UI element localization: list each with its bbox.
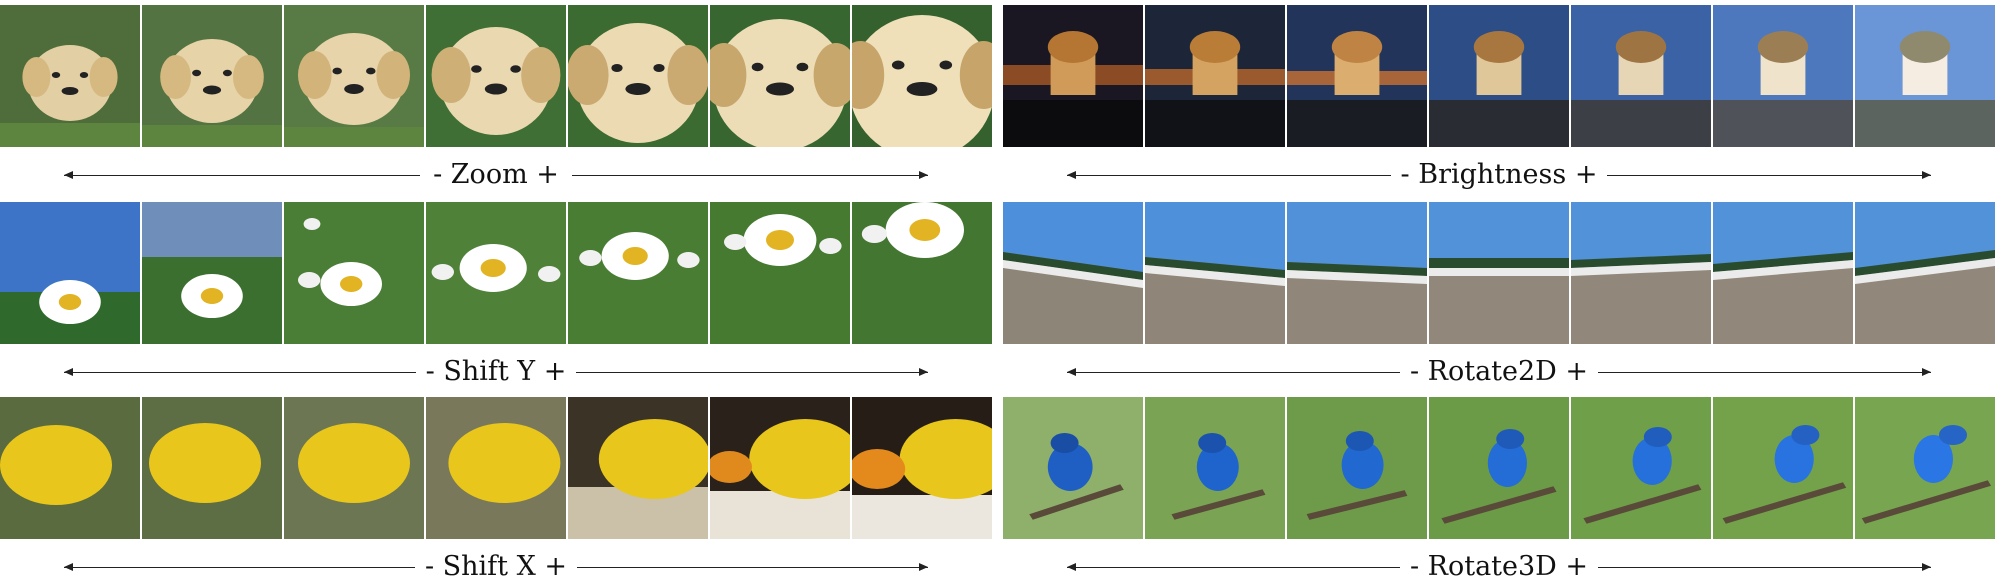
image-strip-brightness xyxy=(1003,5,1995,147)
frame-lemon-7 xyxy=(852,397,992,539)
frame-bird-3 xyxy=(1287,397,1427,539)
arrow-right-icon xyxy=(919,368,928,376)
rotate3d-label: - Rotate3D + xyxy=(1003,551,1995,582)
panel-zoom: - Zoom + xyxy=(0,5,992,190)
frame-building-1 xyxy=(1003,5,1143,147)
frame-daisy-6 xyxy=(710,202,850,344)
frame-beach-4 xyxy=(1429,202,1569,344)
frame-lemon-3 xyxy=(284,397,424,539)
zoom-axis: - Zoom + xyxy=(0,159,992,190)
arrow-left-icon xyxy=(1067,171,1076,179)
rotate3d-axis: - Rotate3D + xyxy=(1003,551,1995,582)
rotate2d-axis: - Rotate2D + xyxy=(1003,356,1995,387)
frame-lemon-5 xyxy=(568,397,708,539)
frame-beach-2 xyxy=(1145,202,1285,344)
axis-line-left xyxy=(64,175,420,176)
axis-line-right xyxy=(1575,175,1931,176)
frame-daisy-5 xyxy=(568,202,708,344)
panel-brightness: - Brightness + xyxy=(1003,5,1995,190)
panel-rotate3d: - Rotate3D + xyxy=(1003,397,1995,582)
frame-dog-2 xyxy=(142,5,282,147)
frame-bird-7 xyxy=(1855,397,1995,539)
frame-daisy-7 xyxy=(852,202,992,344)
frame-dog-6 xyxy=(710,5,850,147)
arrow-left-icon xyxy=(64,563,73,571)
frame-beach-7 xyxy=(1855,202,1995,344)
axis-line-left xyxy=(1067,372,1423,373)
shift-x-label: - Shift X + xyxy=(0,551,992,582)
frame-dog-7 xyxy=(852,5,992,147)
panel-shift-x: - Shift X + xyxy=(0,397,992,582)
frame-dog-4 xyxy=(426,5,566,147)
panel-shift-y: - Shift Y + xyxy=(0,202,992,387)
image-strip-rotate2d xyxy=(1003,202,1995,344)
shift-y-label: - Shift Y + xyxy=(0,356,992,387)
arrow-right-icon xyxy=(919,171,928,179)
arrow-right-icon xyxy=(919,563,928,571)
frame-building-2 xyxy=(1145,5,1285,147)
axis-line-left xyxy=(1067,567,1423,568)
frame-bird-2 xyxy=(1145,397,1285,539)
panel-rotate2d: - Rotate2D + xyxy=(1003,202,1995,387)
frame-lemon-6 xyxy=(710,397,850,539)
frame-beach-3 xyxy=(1287,202,1427,344)
frame-daisy-4 xyxy=(426,202,566,344)
frame-daisy-1 xyxy=(0,202,140,344)
frame-daisy-2 xyxy=(142,202,282,344)
frame-daisy-3 xyxy=(284,202,424,344)
axis-line-left xyxy=(64,567,420,568)
axis-line-right xyxy=(1575,567,1931,568)
brightness-axis: - Brightness + xyxy=(1003,159,1995,190)
frame-lemon-4 xyxy=(426,397,566,539)
axis-line-right xyxy=(572,175,928,176)
frame-bird-4 xyxy=(1429,397,1569,539)
axis-line-left xyxy=(64,372,420,373)
frame-building-5 xyxy=(1571,5,1711,147)
axis-line-right xyxy=(572,372,928,373)
image-strip-rotate3d xyxy=(1003,397,1995,539)
image-strip-shift-y xyxy=(0,202,992,344)
frame-building-3 xyxy=(1287,5,1427,147)
axis-line-left xyxy=(1067,175,1423,176)
frame-building-4 xyxy=(1429,5,1569,147)
frame-dog-1 xyxy=(0,5,140,147)
frame-bird-6 xyxy=(1713,397,1853,539)
zoom-label: - Zoom + xyxy=(0,159,992,190)
frame-lemon-2 xyxy=(142,397,282,539)
arrow-left-icon xyxy=(1067,563,1076,571)
frame-building-7 xyxy=(1855,5,1995,147)
frame-beach-6 xyxy=(1713,202,1853,344)
frame-bird-1 xyxy=(1003,397,1143,539)
image-strip-shift-x xyxy=(0,397,992,539)
frame-dog-3 xyxy=(284,5,424,147)
arrow-left-icon xyxy=(64,171,73,179)
arrow-right-icon xyxy=(1922,563,1931,571)
image-strip-zoom xyxy=(0,5,992,147)
axis-line-right xyxy=(572,567,928,568)
shift-y-axis: - Shift Y + xyxy=(0,356,992,387)
frame-building-6 xyxy=(1713,5,1853,147)
arrow-right-icon xyxy=(1922,368,1931,376)
arrow-left-icon xyxy=(1067,368,1076,376)
frame-bird-5 xyxy=(1571,397,1711,539)
arrow-left-icon xyxy=(64,368,73,376)
brightness-label: - Brightness + xyxy=(1003,159,1995,190)
shift-x-axis: - Shift X + xyxy=(0,551,992,582)
rotate2d-label: - Rotate2D + xyxy=(1003,356,1995,387)
arrow-right-icon xyxy=(1922,171,1931,179)
frame-dog-5 xyxy=(568,5,708,147)
frame-lemon-1 xyxy=(0,397,140,539)
frame-beach-1 xyxy=(1003,202,1143,344)
axis-line-right xyxy=(1575,372,1931,373)
frame-beach-5 xyxy=(1571,202,1711,344)
